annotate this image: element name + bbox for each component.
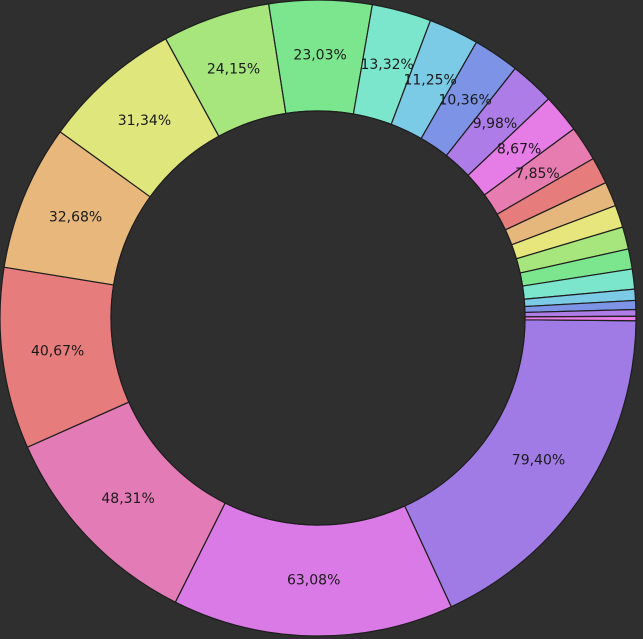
slice-label-13: 7,85% — [515, 166, 559, 182]
labels-group: 79,40% 63,08% 48,31% 40,67% 32,68% 31,34% 24,1… — [31, 48, 565, 589]
slice-label-6: 24,15% — [207, 61, 260, 77]
slice-label-5: 31,34% — [118, 113, 171, 129]
slice-label-9: 11,25% — [403, 73, 456, 89]
slice-label-2: 48,31% — [101, 491, 154, 507]
slice-label-4: 32,68% — [49, 209, 102, 225]
slice-label-11: 9,98% — [473, 116, 517, 132]
slice-label-7: 23,03% — [293, 48, 346, 64]
slice-label-12: 8,67% — [497, 141, 541, 157]
donut-hole — [110, 110, 526, 526]
slice-label-1: 63,08% — [287, 572, 340, 588]
slice-label-0: 79,40% — [512, 452, 565, 468]
slice-label-3: 40,67% — [31, 344, 84, 360]
slice-23[interactable] — [524, 315, 637, 322]
slice-label-8: 13,32% — [360, 57, 413, 73]
slice-label-10: 10,36% — [438, 93, 491, 109]
